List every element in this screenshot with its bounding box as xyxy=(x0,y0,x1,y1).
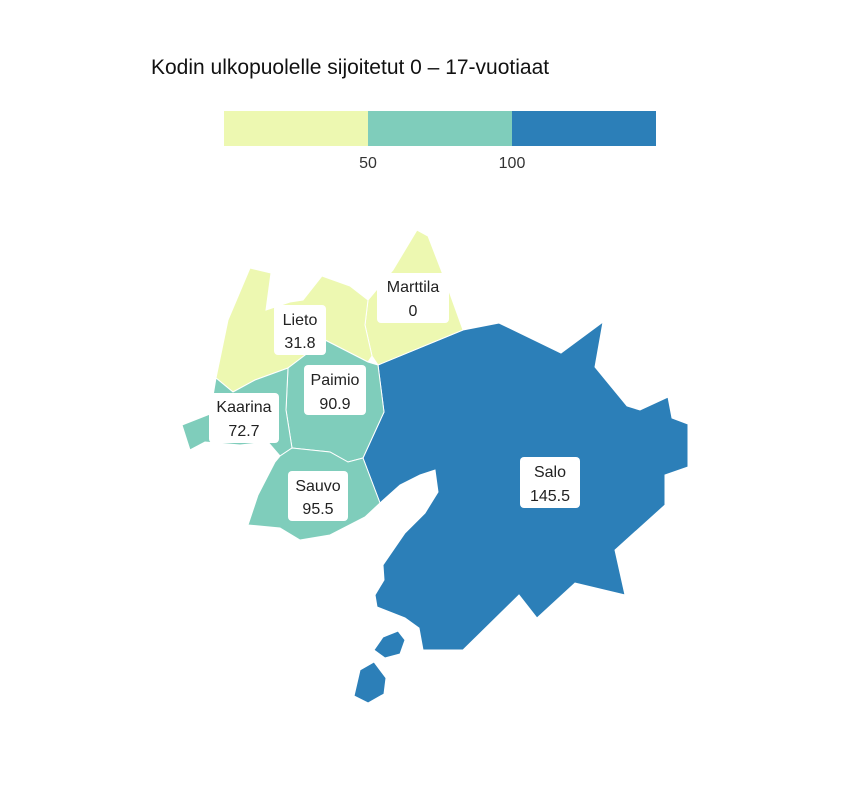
legend-tick-100: 100 xyxy=(498,155,526,172)
label-paimio-value: 90.9 xyxy=(319,396,350,413)
label-kaarina-name: Kaarina xyxy=(216,399,271,416)
region-salo[interactable] xyxy=(353,320,689,704)
label-sauvo-value: 95.5 xyxy=(302,501,333,518)
label-sauvo: Sauvo 95.5 xyxy=(288,471,348,521)
label-marttila: Marttila 0 xyxy=(377,273,449,323)
label-paimio-name: Paimio xyxy=(311,372,360,389)
label-lieto: Lieto 31.8 xyxy=(274,305,326,355)
legend-color-scale xyxy=(224,111,656,146)
label-kaarina-value: 72.7 xyxy=(228,423,259,440)
legend-bin-low xyxy=(224,111,368,146)
label-salo-value: 145.5 xyxy=(530,488,570,505)
label-marttila-value: 0 xyxy=(409,303,418,320)
legend-bin-high xyxy=(512,111,656,146)
label-lieto-name: Lieto xyxy=(283,312,318,329)
legend-tick-50: 50 xyxy=(359,155,377,172)
label-kaarina: Kaarina 72.7 xyxy=(209,393,279,443)
map-title: Kodin ulkopuolelle sijoitetut 0 – 17-vuo… xyxy=(151,56,550,79)
label-lieto-value: 31.8 xyxy=(284,335,315,352)
label-sauvo-name: Sauvo xyxy=(295,478,340,495)
label-paimio: Paimio 90.9 xyxy=(304,365,366,415)
legend-bin-mid xyxy=(368,111,512,146)
label-marttila-name: Marttila xyxy=(387,279,440,296)
label-salo: Salo 145.5 xyxy=(520,457,580,508)
label-salo-name: Salo xyxy=(534,464,566,481)
